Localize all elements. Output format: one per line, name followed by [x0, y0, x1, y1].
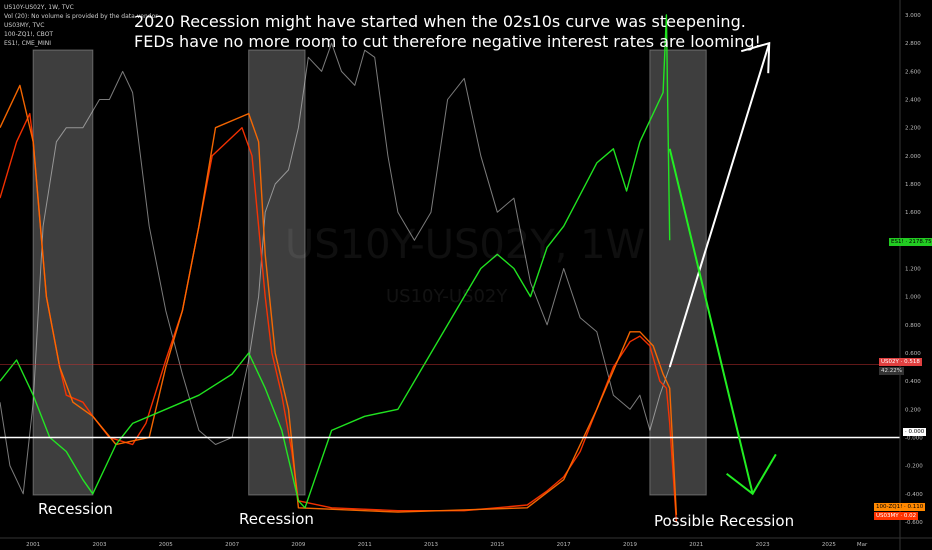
- x-tick-label: 2013: [424, 542, 438, 548]
- legend-series-3m[interactable]: US03MY, TVC: [4, 22, 45, 29]
- recession-label-2001: Recession: [38, 500, 113, 518]
- y-tick-label: 2.800: [905, 41, 921, 47]
- y-tick-label: 1.000: [905, 295, 921, 301]
- price-tag-es: ES1! · 2178.75: [889, 238, 932, 246]
- series-line-0: [0, 42, 671, 495]
- x-tick-label: 2009: [291, 542, 305, 548]
- series-line-2: [0, 84, 678, 515]
- x-tick-label: 2005: [159, 542, 173, 548]
- recession-band-0: [32, 49, 94, 496]
- y-tick-label: 1.600: [905, 210, 921, 216]
- y-tick-label: -0.400: [905, 492, 923, 498]
- rally-arrow-shaft: [668, 42, 771, 368]
- annotation-line-1: 2020 Recession might have started when t…: [134, 12, 746, 31]
- annotation-line-2: FEDs have no more room to cut therefore …: [134, 32, 761, 51]
- y-tick-label: -0.000: [905, 435, 923, 441]
- x-tick-label: 2007: [225, 542, 239, 548]
- price-tag-zq: 100-ZQ1! · 0.110: [874, 503, 926, 511]
- legend-series-es[interactable]: ES1!, CME_MINI: [4, 40, 51, 47]
- y-tick-label: 0.800: [905, 323, 921, 329]
- annotation-text: 2020 Recession might have started when t…: [134, 12, 761, 52]
- x-tick-label: 2019: [623, 542, 637, 548]
- crash-arrow-head: [726, 453, 777, 496]
- x-tick-label: 2017: [557, 542, 571, 548]
- y-tick-label: -0.600: [905, 520, 923, 526]
- y-tick-label: 2.000: [905, 154, 921, 160]
- crash-arrow-shaft: [668, 148, 754, 494]
- price-tag-zero: · 0.000: [903, 428, 927, 436]
- recession-band-2: [649, 49, 707, 496]
- price-tag-3m: US03MY · 0.02: [874, 512, 919, 520]
- price-tag-spread: US02Y · 0.518: [879, 358, 922, 366]
- annotation-arrows: [668, 41, 777, 496]
- horizontal-lines: [0, 364, 900, 439]
- watermark-symbol: US10Y-US02Y, 1W: [285, 222, 646, 268]
- x-tick-label: 2021: [689, 542, 703, 548]
- x-tick-label: 2025: [822, 542, 836, 548]
- legend-volume[interactable]: Vol (20): No volume is provided by the d…: [4, 13, 158, 20]
- y-tick-label: 2.600: [905, 69, 921, 75]
- y-tick-label: 0.600: [905, 351, 921, 357]
- series-layer: [0, 14, 678, 522]
- legend-symbol[interactable]: US10Y-US02Y, 1W, TVC: [4, 4, 74, 11]
- recession-band-1: [248, 49, 306, 496]
- x-tick-label: 2015: [490, 542, 504, 548]
- watermark-subtitle: US10Y-US02Y: [386, 286, 508, 307]
- y-tick-label: -0.200: [905, 464, 923, 470]
- recession-label-2008: Recession: [239, 510, 314, 528]
- y-tick-label: 0.400: [905, 379, 921, 385]
- rally-arrow-head: [740, 41, 771, 74]
- y-tick-label: 1.800: [905, 182, 921, 188]
- x-tick-label: 2011: [358, 542, 372, 548]
- price-tag-spread-pct: 42.22%: [879, 367, 904, 375]
- recession-bands: [32, 49, 707, 496]
- series-line-1: [0, 112, 678, 522]
- legend-series-zq[interactable]: 100-ZQ1!, CBOT: [4, 31, 54, 38]
- y-tick-label: 2.400: [905, 98, 921, 104]
- x-tick-label: 2001: [26, 542, 40, 548]
- x-tick-label: 2023: [756, 542, 770, 548]
- x-tick-label: 2003: [92, 542, 106, 548]
- y-tick-label: 2.200: [905, 126, 921, 132]
- x-tick-label: Mar: [857, 542, 868, 548]
- chart-legend: US10Y-US02Y, 1W, TVC Vol (20): No volume…: [4, 3, 158, 48]
- series-line-3: [0, 14, 671, 509]
- y-tick-label: 1.200: [905, 266, 921, 272]
- y-tick-label: 0.200: [905, 407, 921, 413]
- y-tick-label: 3.000: [905, 13, 921, 19]
- recession-label-possible: Possible Recession: [654, 512, 795, 530]
